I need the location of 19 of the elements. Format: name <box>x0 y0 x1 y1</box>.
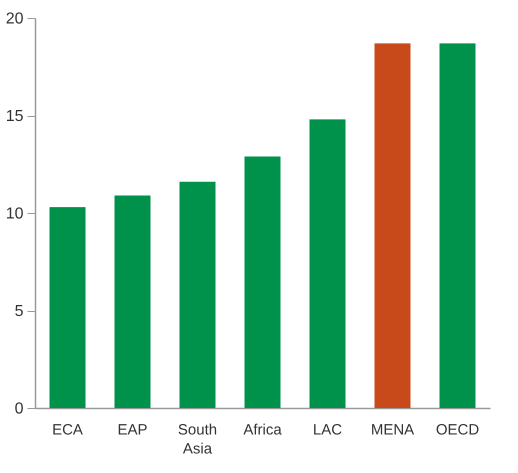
bar <box>244 156 280 408</box>
bar <box>180 182 216 408</box>
x-tick-label: EAP <box>117 422 148 438</box>
y-tick-label: 20 <box>6 10 24 28</box>
x-tick-label: LAC <box>312 422 342 438</box>
bar <box>114 195 150 408</box>
bar <box>374 43 410 408</box>
bar <box>50 207 86 408</box>
x-tick-label: MENA <box>370 422 414 438</box>
bar <box>440 43 476 408</box>
y-tick-label: 10 <box>6 206 24 222</box>
bar <box>310 119 346 408</box>
y-tick-label: 5 <box>14 303 24 320</box>
y-tick-label: 15 <box>6 108 24 125</box>
x-tick-label: ECA <box>52 422 83 438</box>
x-tick-label: Africa <box>243 422 282 438</box>
y-tick-label: 0 <box>14 400 24 418</box>
x-tick-label: South Asia <box>178 422 218 458</box>
x-tick-label: OECD <box>436 422 480 438</box>
